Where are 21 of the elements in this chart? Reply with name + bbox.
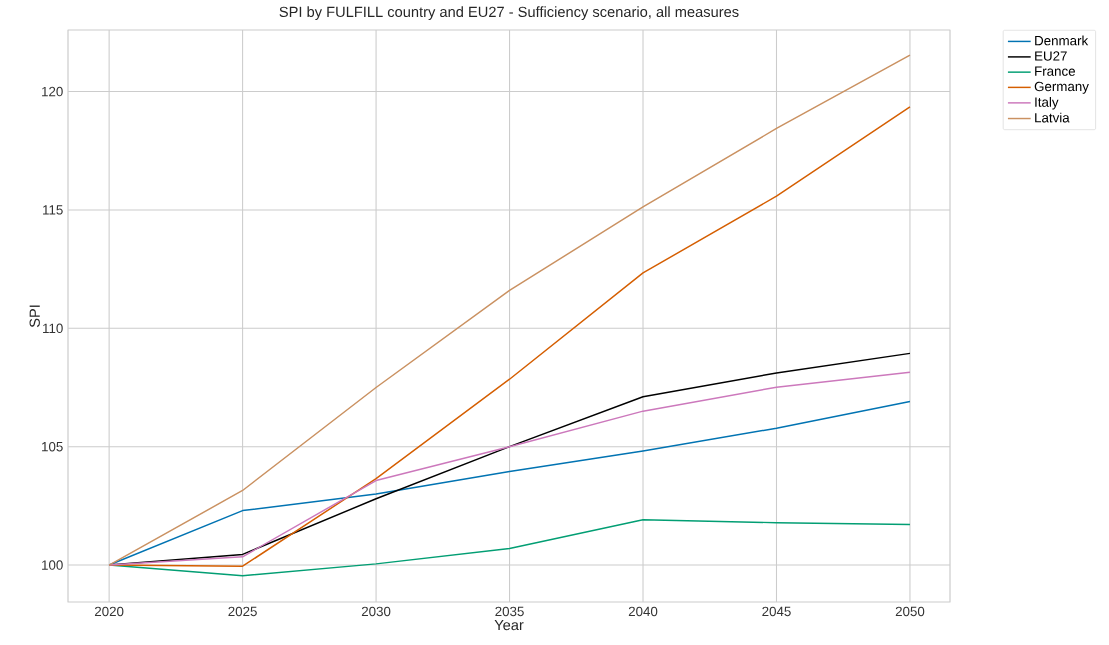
x-tick-label: 2040 xyxy=(628,606,658,617)
x-tick-label: 2030 xyxy=(361,606,391,617)
x-axis-title: Year xyxy=(494,619,524,631)
legend-label: Italy xyxy=(1035,97,1059,110)
legend-label: Latvia xyxy=(1035,112,1070,123)
x-tick-label: 2025 xyxy=(228,606,257,617)
legend-label: Denmark xyxy=(1035,35,1089,46)
x-tick-label: 2035 xyxy=(495,606,524,617)
y-tick-label: 115 xyxy=(43,205,63,215)
y-axis-title: SPI xyxy=(29,305,40,328)
legend-label: Germany xyxy=(1034,81,1089,94)
x-tick-label: 2045 xyxy=(762,606,791,617)
legend-label: EU27 xyxy=(1035,51,1067,61)
x-tick-label: 2020 xyxy=(94,606,124,617)
legend-label: France xyxy=(1035,66,1075,76)
chart-title: SPI by FULFILL country and EU27 - Sufficiency scenario, all measures xyxy=(279,6,739,20)
y-tick-label: 105 xyxy=(42,441,63,452)
y-tick-label: 110 xyxy=(43,323,63,334)
x-tick-label: 2050 xyxy=(895,606,925,617)
y-tick-label: 120 xyxy=(42,86,63,97)
y-tick-label: 100 xyxy=(42,560,63,570)
